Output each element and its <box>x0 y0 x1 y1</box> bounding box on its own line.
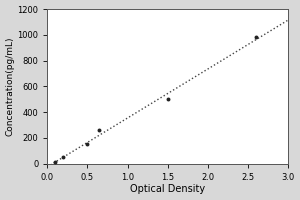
Point <box>97 129 102 132</box>
Point <box>85 143 90 146</box>
Point <box>165 98 170 101</box>
Point <box>53 160 58 163</box>
X-axis label: Optical Density: Optical Density <box>130 184 205 194</box>
Point <box>254 36 258 39</box>
Y-axis label: Concentration(pg/mL): Concentration(pg/mL) <box>6 37 15 136</box>
Point <box>61 156 66 159</box>
